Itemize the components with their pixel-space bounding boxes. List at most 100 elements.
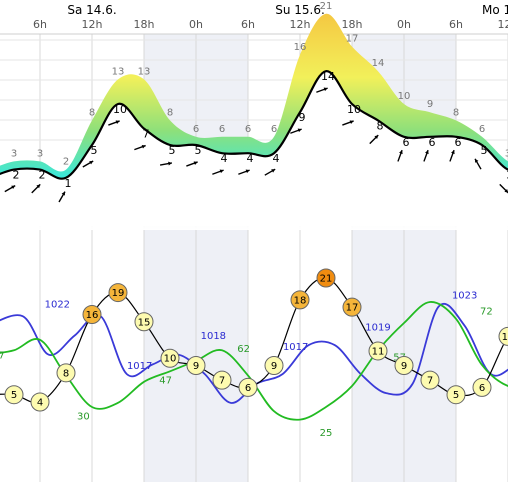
wind-direction-arrow (108, 120, 120, 126)
hour-tick-label: 6h (449, 18, 463, 31)
wind-speed-label: 10 (347, 103, 361, 116)
day-label: Mo 16.6. (482, 3, 508, 17)
wind-speed-label: 10 (113, 103, 127, 116)
pressure-label: 1017 (283, 342, 308, 353)
wind-direction-arrow (342, 120, 354, 126)
humidity-line (0, 301, 508, 421)
wind-speed-label: 6 (403, 136, 410, 149)
humidity-label: 47 (159, 376, 172, 387)
humidity-label: 25 (320, 428, 333, 439)
hour-tick-label: 6h (33, 18, 47, 31)
wind-direction-arrow (316, 87, 328, 93)
temperature-label: 13 (502, 332, 508, 343)
gust-label: 3 (37, 148, 43, 159)
pressure-label: 1023 (452, 291, 477, 302)
hour-tick-label: 12h (290, 18, 311, 31)
gust-label: 14 (372, 58, 385, 69)
wind-direction-arrow (369, 134, 379, 145)
gust-label: 13 (138, 66, 151, 77)
wind-speed-label: 5 (481, 144, 488, 157)
wind-speed-line (0, 70, 508, 180)
temperature-label: 9 (193, 361, 199, 372)
wind-speed-label: 5 (195, 144, 202, 157)
wind-direction-arrow (134, 144, 146, 151)
wind-fade (0, 190, 508, 230)
wind-speed-label: 4 (273, 152, 280, 165)
temperature-marker: 19 (108, 283, 128, 303)
temperature-marker: 7 (420, 370, 440, 390)
gust-label: 3 (505, 148, 508, 159)
temperature-label: 9 (271, 361, 277, 372)
temperature-label: 18 (294, 295, 307, 306)
wind-speed-label: 6 (429, 136, 436, 149)
gust-label: 8 (167, 107, 173, 118)
wind-speed-label: 14 (321, 70, 335, 83)
wind-speed-label: 4 (247, 152, 254, 165)
temperature-marker: 7 (212, 370, 232, 390)
wind-direction-arrow (4, 184, 16, 193)
temperature-label: 5 (11, 390, 17, 401)
temperature-marker: 18 (290, 290, 310, 310)
temperature-pressure-humidity-panel: 1022101810171019102310231017257304725577… (0, 268, 508, 439)
temperature-label: 16 (86, 310, 99, 321)
wind-direction-arrow (58, 191, 66, 203)
humidity-label: 57 (0, 351, 5, 362)
wind-speed-label: 5 (169, 144, 176, 157)
hour-tick-label: 12h (82, 18, 103, 31)
temperature-marker: 9 (394, 356, 414, 376)
wind-direction-arrow (31, 183, 41, 194)
wind-direction-arrow (186, 161, 198, 167)
temperature-label: 21 (320, 274, 333, 285)
pressure-label: 1022 (45, 299, 70, 310)
wind-direction-arrow (82, 160, 94, 168)
temperature-label: 11 (372, 346, 385, 357)
wind-speed-label: 4 (221, 152, 228, 165)
temperature-label: 7 (219, 376, 225, 387)
temperature-label: 8 (63, 368, 69, 379)
day-label: Su 15.6. (275, 3, 325, 17)
wind-speed-label: 2 (507, 169, 508, 182)
gust-label: 21 (320, 1, 333, 12)
wind-direction-arrow (397, 149, 403, 162)
temperature-label: 6 (479, 383, 485, 394)
pressure-label: 1017 (127, 361, 152, 372)
wind-area (0, 71, 508, 226)
hour-tick-label: 0h (189, 18, 203, 31)
hour-tick-label: 0h (397, 18, 411, 31)
temperature-marker: 16 (82, 304, 102, 324)
temperature-marker: 5 (4, 385, 24, 405)
temperature-label: 9 (401, 361, 407, 372)
gust-label: 3 (11, 148, 17, 159)
hour-tick-label: 18h (134, 18, 155, 31)
humidity-label: 72 (480, 306, 493, 317)
temperature-marker: 5 (446, 385, 466, 405)
wind-direction-arrow (290, 128, 302, 134)
gust-label: 10 (398, 91, 411, 102)
wind-speed-label: 5 (91, 144, 98, 157)
wind-direction-arrow (474, 158, 482, 170)
wind-direction-arrow (423, 149, 429, 162)
temperature-marker: 4 (30, 392, 50, 412)
day-label: Sa 14.6. (67, 3, 116, 17)
gust-label: 6 (193, 124, 199, 135)
wind-speed-label: 1 (65, 177, 72, 190)
wind-speed-label: 8 (377, 119, 384, 132)
temperature-marker: 15 (134, 312, 154, 332)
temperature-marker: 6 (238, 377, 258, 397)
gust-label: 6 (245, 124, 251, 135)
temperature-label: 4 (37, 398, 43, 409)
wind-panel: 2332813138666616211714109863245512215107… (0, 1, 508, 230)
temperature-marker: 11 (368, 341, 388, 361)
wind-speed-label: 7 (143, 128, 150, 141)
temperature-label: 6 (245, 383, 251, 394)
temperature-label: 10 (164, 354, 177, 365)
temperature-label: 17 (346, 303, 359, 314)
temperature-label: 5 (453, 390, 459, 401)
wind-direction-arrow (212, 169, 224, 175)
wind-direction-arrow (238, 169, 250, 175)
gust-label: 6 (219, 124, 225, 135)
time-axis-header: Sa 14.6. Su 15.6. Mo 16.6. 6h 12h 18h 0h 6h 12h 1… (33, 3, 508, 31)
temperature-label: 7 (427, 376, 433, 387)
